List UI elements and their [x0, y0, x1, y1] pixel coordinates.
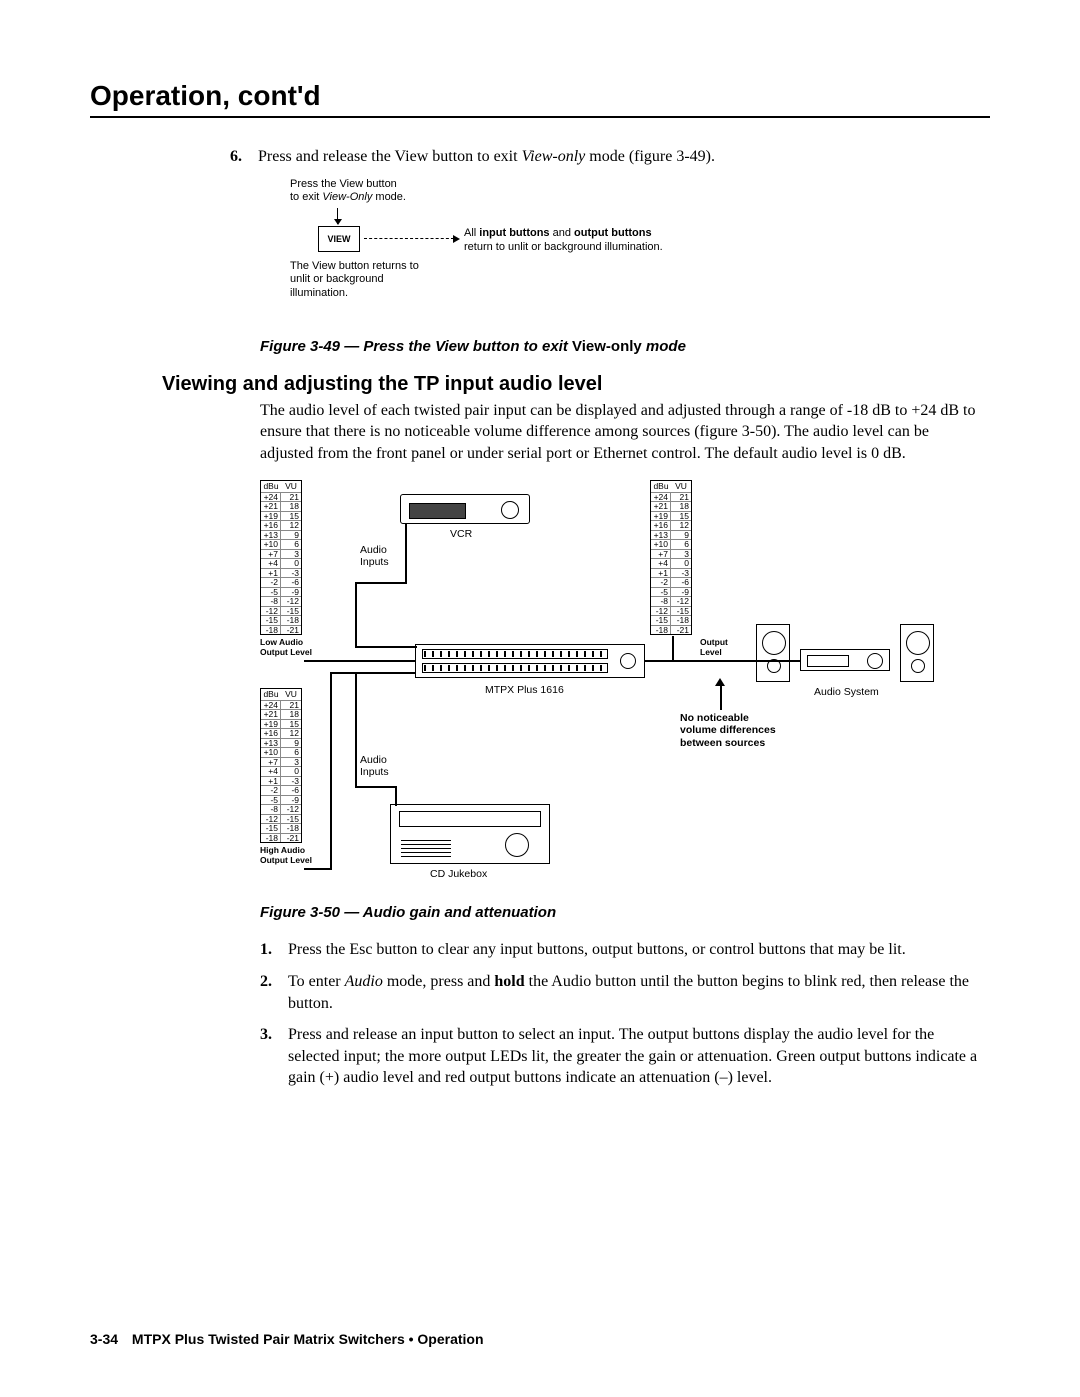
cd-jukebox-graphic — [390, 804, 550, 864]
arrow-down-icon — [337, 208, 338, 224]
step-number: 1. — [260, 939, 288, 961]
buttons-return-label: All input buttons and output buttons ret… — [464, 226, 663, 255]
figure-3-49-caption: Figure 3-49 — Press the View button to e… — [260, 338, 990, 355]
step-3: 3. Press and release an input button to … — [260, 1024, 980, 1089]
step-2: 2. To enter Audio mode, press and hold t… — [260, 971, 980, 1014]
amplifier-graphic — [800, 649, 890, 671]
step-text: Press the Esc button to clear any input … — [288, 939, 980, 961]
step-text: Press and release the View button to exi… — [258, 146, 980, 168]
mtpx-label: MTPX Plus 1616 — [485, 684, 564, 696]
mtpx-graphic — [415, 644, 645, 678]
step-number: 3. — [260, 1024, 288, 1089]
db-table-top-center: dBuVU +24+21+19+16+13+10+7+4+1-2-5-8-12-… — [650, 480, 692, 635]
speaker-right-graphic — [900, 624, 934, 682]
section-header: Operation, cont'd — [90, 80, 990, 118]
press-view-label: Press the View button to exit View-Only … — [290, 178, 406, 204]
dashed-arrow-icon — [364, 238, 454, 239]
low-audio-label: Low AudioOutput Level — [260, 638, 312, 657]
footer-title: MTPX Plus Twisted Pair Matrix Switchers … — [132, 1331, 484, 1347]
intro-paragraph: The audio level of each twisted pair inp… — [260, 400, 980, 465]
audio-system-label: Audio System — [814, 686, 879, 698]
view-return-label: The View button returns to unlit or back… — [290, 260, 419, 301]
speaker-left-graphic — [756, 624, 790, 682]
page-number: 3-34 — [90, 1331, 118, 1347]
audio-inputs-label-bottom: AudioInputs — [360, 754, 389, 778]
audio-inputs-label-top: AudioInputs — [360, 544, 389, 568]
vcr-graphic — [400, 494, 530, 524]
high-audio-label: High AudioOutput Level — [260, 846, 312, 865]
step-text: Press and release an input button to sel… — [288, 1024, 980, 1089]
step-1: 1. Press the Esc button to clear any inp… — [260, 939, 980, 961]
step-number: 6. — [230, 146, 258, 168]
no-volume-diff-label: No noticeablevolume differencesbetween s… — [680, 712, 776, 748]
step-text: To enter Audio mode, press and hold the … — [288, 971, 980, 1014]
figure-3-49: Press the View button to exit View-Only … — [290, 178, 850, 328]
db-table-bottom-left: dBuVU +24+21+19+16+13+10+7+4+1-2-5-8-12-… — [260, 688, 302, 843]
figure-3-50: dBuVU +24+21+19+16+13+10+7+4+1-2-5-8-12-… — [260, 474, 950, 894]
step-6: 6. Press and release the View button to … — [230, 146, 980, 168]
page-footer: 3-34 MTPX Plus Twisted Pair Matrix Switc… — [90, 1331, 484, 1347]
vcr-label: VCR — [450, 528, 472, 540]
db-table-top-left: dBuVU +24+21+19+16+13+10+7+4+1-2-5-8-12-… — [260, 480, 302, 635]
view-button-graphic: VIEW — [318, 226, 360, 252]
step-number: 2. — [260, 971, 288, 1014]
subsection-header: Viewing and adjusting the TP input audio… — [162, 373, 990, 396]
figure-3-50-caption: Figure 3-50 — Audio gain and attenuation — [260, 904, 990, 921]
arrow-up-icon — [715, 678, 725, 686]
cd-jukebox-label: CD Jukebox — [430, 868, 487, 880]
output-level-label: OutputLevel — [700, 638, 728, 657]
